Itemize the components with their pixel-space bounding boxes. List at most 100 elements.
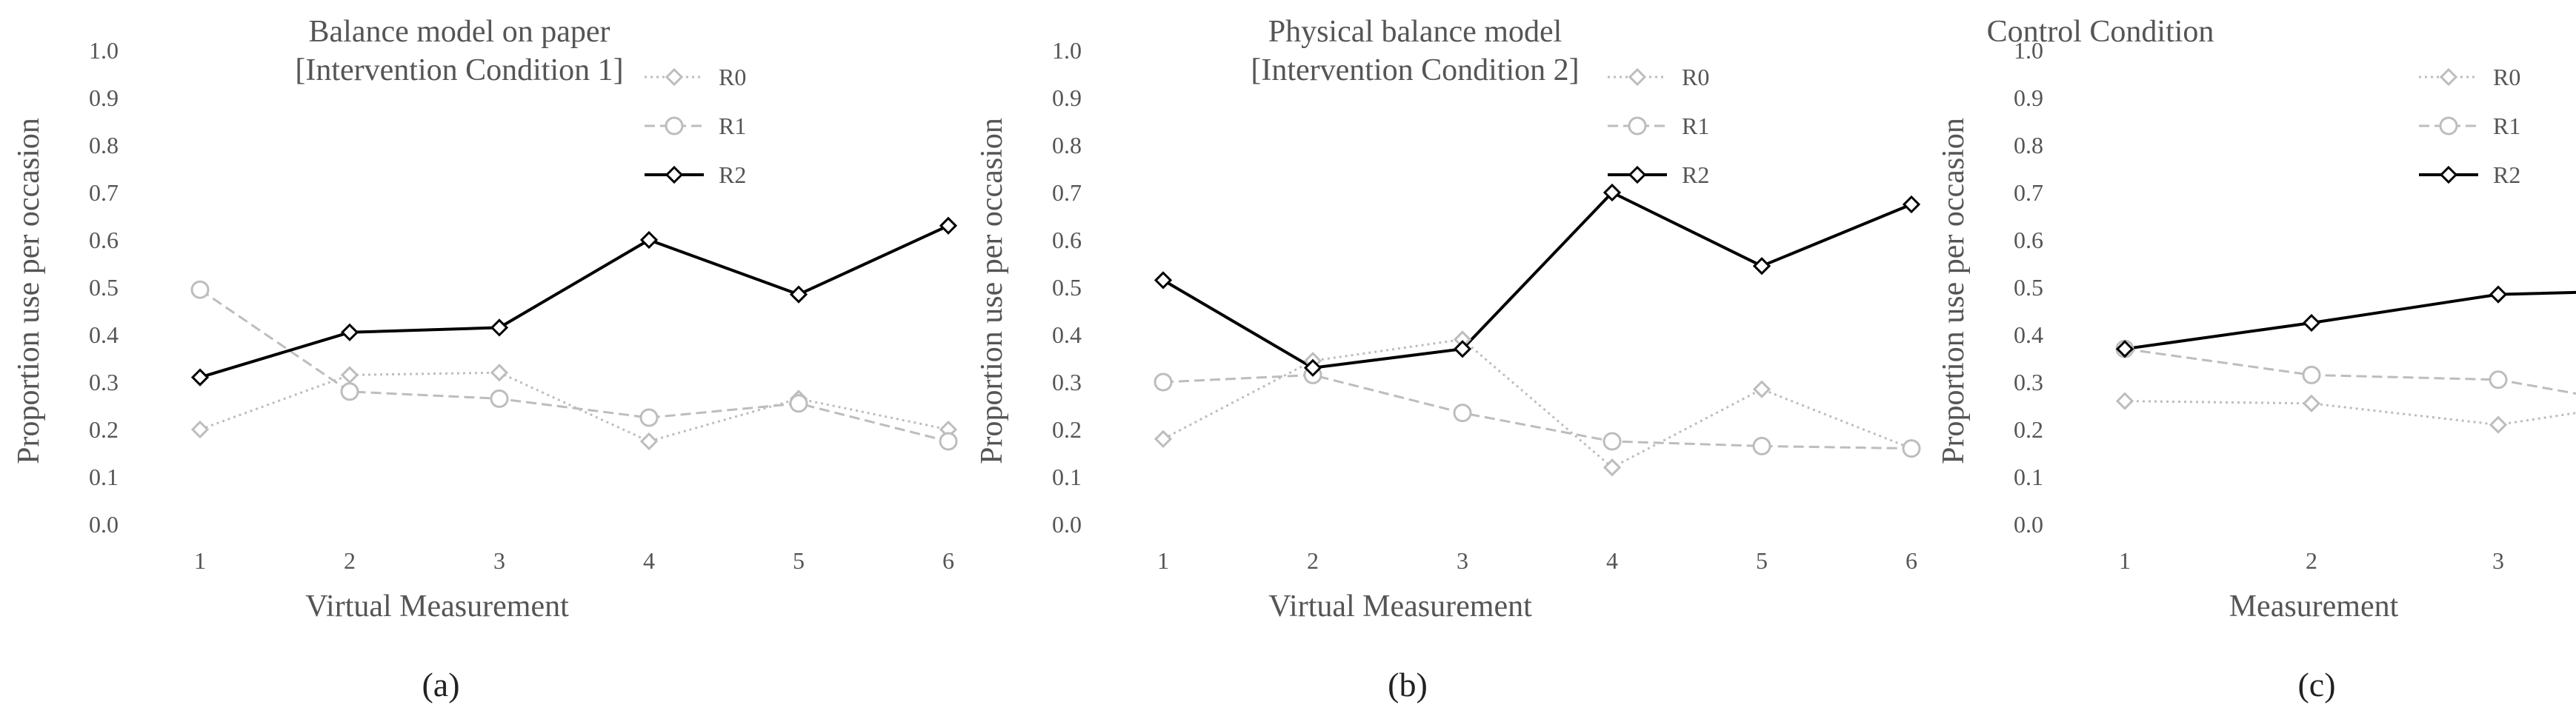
- legend-marker-r1: [2439, 116, 2458, 136]
- y-tick-label: 0.0: [1052, 511, 1082, 538]
- chart-title-line: [Intervention Condition 2]: [1251, 53, 1579, 87]
- y-tick-label: 0.9: [1052, 84, 1082, 111]
- y-tick-label: 0.3: [1052, 369, 1082, 395]
- legend-label-r0: R0: [719, 64, 746, 90]
- legend-label-r2: R2: [1682, 161, 1709, 188]
- legend-marker-r2: [665, 165, 684, 184]
- y-tick-label: 0.4: [2014, 321, 2043, 348]
- legend-marker-r1: [665, 116, 684, 136]
- series-line-r1: [1162, 373, 1912, 450]
- legend-label-r1: R1: [2493, 113, 2520, 139]
- data-point-r2: [639, 230, 659, 250]
- y-tick-label: 0.4: [89, 321, 119, 348]
- x-tick-label: 3: [493, 547, 505, 574]
- data-point-r1: [1752, 436, 1771, 455]
- data-point-r2: [340, 323, 359, 341]
- y-tick-label: 0.6: [2014, 227, 2043, 253]
- data-point-r0: [2302, 394, 2321, 412]
- chart-title-line: [Intervention Condition 1]: [295, 53, 623, 87]
- y-tick-label: 0.0: [89, 511, 119, 538]
- x-tick-label: 2: [344, 547, 356, 574]
- legend-marker-r2: [1628, 165, 1647, 184]
- x-tick-label: 5: [1756, 547, 1768, 574]
- data-point-r1: [190, 280, 210, 299]
- chart-panel-3: 0.00.10.20.30.40.50.60.70.80.91.01234Mea…: [1937, 15, 2576, 703]
- data-point-r1: [1453, 404, 1472, 423]
- data-point-r2: [789, 285, 808, 304]
- y-axis-label: Proportion use per occasion: [1937, 118, 1971, 464]
- y-tick-label: 0.7: [2014, 179, 2043, 206]
- y-tick-label: 0.8: [1052, 132, 1082, 158]
- data-point-r2: [1303, 358, 1322, 377]
- data-point-r1: [939, 432, 958, 451]
- data-point-r0: [1602, 458, 1622, 477]
- data-point-r2: [939, 216, 958, 235]
- chart-title-line: Control Condition: [1987, 15, 2214, 49]
- series-line-r2: [1162, 191, 1912, 370]
- data-point-r2: [1154, 271, 1173, 290]
- data-point-r0: [2115, 392, 2134, 410]
- y-tick-label: 0.7: [89, 179, 119, 206]
- x-tick-label: 6: [1906, 547, 1917, 574]
- y-tick-label: 0.1: [2014, 464, 2043, 490]
- series-line-r1: [2124, 347, 2576, 395]
- x-tick-label: 5: [793, 547, 805, 574]
- y-tick-label: 0.3: [89, 369, 119, 395]
- series-line-r1: [199, 288, 949, 443]
- data-point-r2: [1902, 195, 1921, 214]
- panel-label: (a): [422, 666, 459, 703]
- series-line-r2: [199, 224, 949, 379]
- chart-title-line: Balance model on paper: [309, 15, 610, 49]
- x-axis-label: Virtual Measurement: [1268, 589, 1532, 624]
- y-tick-label: 0.1: [1052, 464, 1082, 490]
- data-point-r2: [2115, 340, 2134, 358]
- data-point-r2: [2489, 285, 2508, 304]
- y-tick-label: 0.2: [1052, 416, 1082, 443]
- data-point-r2: [190, 368, 210, 387]
- x-tick-label: 2: [1307, 547, 1319, 574]
- legend-label-r2: R2: [719, 161, 746, 188]
- y-tick-label: 0.0: [2014, 511, 2043, 538]
- data-point-r2: [1453, 340, 1472, 358]
- x-tick-label: 2: [2306, 547, 2317, 574]
- y-tick-label: 0.5: [1052, 274, 1082, 301]
- series-line-r0: [1162, 338, 1912, 469]
- legend-marker-r1: [1628, 116, 1647, 136]
- legend-marker-r2: [2439, 165, 2458, 184]
- data-point-r0: [1752, 380, 1771, 398]
- data-point-r0: [190, 420, 210, 439]
- data-point-r1: [490, 389, 509, 408]
- y-tick-label: 0.5: [89, 274, 119, 301]
- y-axis-label: Proportion use per occasion: [975, 118, 1009, 464]
- panel-label: (b): [1388, 666, 1428, 703]
- y-tick-label: 0.6: [1052, 227, 1082, 253]
- y-tick-label: 0.2: [2014, 416, 2043, 443]
- x-tick-label: 1: [1157, 547, 1169, 574]
- legend-label-r0: R0: [1682, 64, 1709, 90]
- data-point-r0: [490, 364, 509, 382]
- data-point-r1: [2302, 365, 2321, 384]
- y-tick-label: 0.6: [89, 227, 119, 253]
- legend-label-r0: R0: [2493, 64, 2520, 90]
- data-point-r0: [340, 366, 359, 384]
- data-point-r1: [340, 382, 359, 401]
- chart-panel-1: 0.0 0.1 0.2 0.3 0.4 0.5 0.6 0.7 0.8 0.9 1.0 1 2 3 4 5 6 V…: [12, 15, 958, 703]
- x-tick-label: 3: [1457, 547, 1468, 574]
- data-point-r2: [2302, 313, 2321, 332]
- series-line-r0: [199, 371, 949, 443]
- legend-label-r2: R2: [2493, 161, 2520, 188]
- data-point-r1: [1602, 432, 1622, 451]
- data-point-r2: [1752, 257, 1771, 275]
- chart-title-line: Physical balance model: [1268, 15, 1562, 49]
- x-tick-label: 4: [1606, 547, 1618, 574]
- data-point-r2: [490, 318, 509, 337]
- data-point-r0: [639, 432, 659, 451]
- y-tick-label: 0.8: [2014, 132, 2043, 158]
- data-point-r1: [2489, 370, 2508, 390]
- y-axis-label: Proportion use per occasion: [12, 118, 46, 464]
- y-tick-label: 1.0: [1052, 37, 1082, 64]
- data-point-r1: [1154, 372, 1173, 392]
- y-tick-label: 0.5: [2014, 274, 2043, 301]
- x-tick-label: 6: [942, 547, 954, 574]
